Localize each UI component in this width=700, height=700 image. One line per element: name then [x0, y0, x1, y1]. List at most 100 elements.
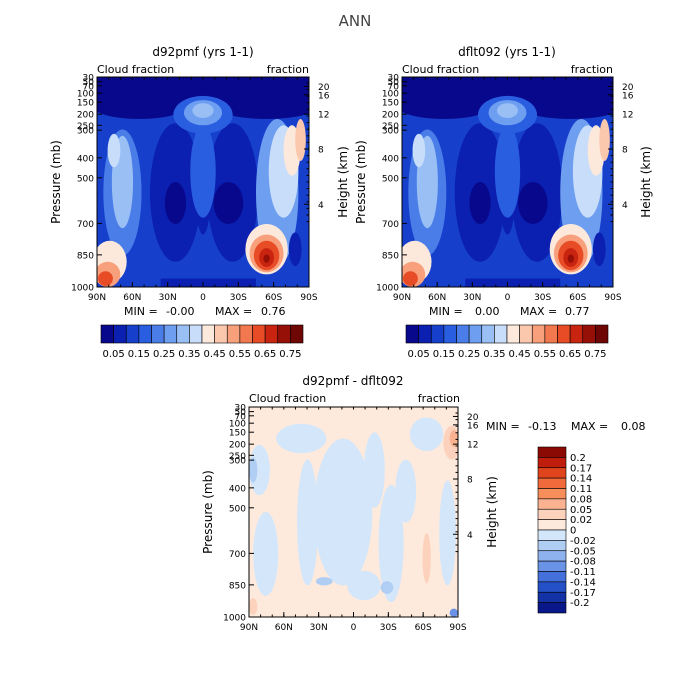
- y2-axis-label: Height (km): [485, 476, 499, 547]
- height-tick-label: 16: [467, 421, 479, 431]
- colorbar-label: -0.05: [570, 546, 596, 557]
- contour-plot: [402, 77, 613, 287]
- pressure-tick-label: 700: [382, 220, 399, 230]
- panel-difference: d92pmf - dflt092 Cloud fraction fraction…: [201, 374, 646, 633]
- pressure-tick-label: 500: [229, 504, 246, 514]
- pressure-tick-label: 50: [388, 78, 400, 88]
- colorbar-swatch: [537, 467, 567, 479]
- colorbar-swatch: [264, 324, 279, 344]
- colorbar-label: 0.15: [433, 349, 455, 360]
- colorbar-swatch: [537, 508, 567, 520]
- pressure-tick-label: 200: [229, 441, 246, 451]
- colorbar-swatch: [537, 519, 567, 531]
- height-tick-label: 20: [318, 83, 330, 93]
- colorbar-label: 0.35: [178, 349, 200, 360]
- colorbar-label: 0.02: [570, 515, 592, 526]
- pressure-tick-label: 300: [229, 457, 246, 467]
- colorbar-label: -0.02: [570, 536, 596, 547]
- colorbar-label: 0.08: [570, 494, 592, 505]
- colorbar-swatch: [537, 560, 567, 572]
- colorbar-swatch: [537, 529, 567, 541]
- colorbar-swatch: [214, 324, 228, 344]
- colorbar-label: 0.11: [570, 484, 592, 495]
- colorbar-swatch: [537, 446, 567, 458]
- tropical-anvil: [192, 103, 214, 118]
- height-tick-label: 12: [622, 111, 633, 121]
- height-tick-label: 20: [467, 413, 479, 423]
- colorbar-swatch: [468, 324, 483, 344]
- max-value: 0.08: [621, 420, 646, 433]
- colorbar-swatch: [537, 498, 567, 510]
- contour-band: [97, 93, 187, 119]
- contour-field: [402, 77, 613, 287]
- arctic-boundary-layer-cloud: [403, 271, 418, 286]
- latitude-tick-label: 60N: [123, 293, 141, 303]
- arctic-boundary-layer-cloud: [98, 271, 113, 286]
- colorbar-label: 0.55: [229, 349, 251, 360]
- latitude-tick-label: 0: [351, 623, 357, 633]
- contour-plot: [97, 77, 309, 287]
- colorbar-label: 0.2: [570, 453, 586, 464]
- contour-field: [249, 407, 458, 617]
- right-field-label: fraction: [418, 392, 460, 405]
- min-value: -0.13: [528, 420, 556, 433]
- contour-band: [215, 93, 309, 119]
- colorbar-label: 0.45: [203, 349, 225, 360]
- colorbar-swatch: [418, 324, 432, 344]
- height-tick-label: 12: [318, 111, 329, 121]
- pressure-tick-label: 500: [382, 174, 399, 184]
- pressure-tick-label: 400: [229, 484, 246, 494]
- y2-axis-label: Height (km): [336, 146, 350, 217]
- panel-title: dflt092 (yrs 1-1): [458, 45, 556, 59]
- height-tick-label: 20: [622, 83, 634, 93]
- figure-title: ANN: [339, 12, 372, 30]
- colorbar-swatch: [252, 324, 266, 344]
- panel-title: d92pmf - dflt092: [302, 374, 403, 388]
- contour-band: [107, 133, 121, 168]
- colorbar: 0.20.170.140.110.080.050.020-0.02-0.05-0…: [537, 446, 596, 614]
- pressure-tick-label: 250: [77, 122, 94, 132]
- height-tick-label: 16: [622, 91, 634, 101]
- colorbar-label: 0.25: [458, 349, 480, 360]
- colorbar-swatch: [113, 324, 127, 344]
- colorbar-swatch: [537, 602, 567, 614]
- colorbar-label: 0.55: [534, 349, 556, 360]
- colorbar-label: -0.17: [570, 588, 596, 599]
- latitude-tick-label: 90S: [604, 293, 621, 303]
- contour-band: [249, 457, 258, 483]
- colorbar-swatch: [537, 550, 567, 562]
- contour-band: [402, 93, 491, 119]
- colorbar-swatch: [537, 477, 567, 489]
- latitude-tick-label: 90S: [300, 293, 317, 303]
- height-tick-label: 8: [318, 146, 324, 156]
- positive-anomaly: [422, 533, 431, 584]
- colorbar-swatch: [430, 324, 445, 344]
- contour-plot: [249, 407, 458, 617]
- latitude-tick-label: 30N: [310, 623, 328, 633]
- height-tick-label: 4: [318, 201, 324, 211]
- latitude-tick-label: 30N: [159, 293, 177, 303]
- pressure-tick-label: 700: [77, 220, 94, 230]
- panel-d92pmf: d92pmf (yrs 1-1) Cloud fraction fraction…: [49, 45, 350, 360]
- colorbar-swatch: [239, 324, 253, 344]
- field-stats: MIN = -0.13 MAX = 0.08: [486, 420, 646, 433]
- negative-anomaly: [253, 512, 279, 596]
- pressure-tick-label: 850: [77, 251, 94, 261]
- colorbar-swatch: [277, 324, 291, 344]
- latitude-tick-label: 30S: [230, 293, 247, 303]
- pressure-tick-label: 1000: [376, 284, 399, 294]
- surface-band: [465, 278, 561, 287]
- right-field-label: fraction: [571, 63, 613, 76]
- min-label: MIN =: [486, 420, 520, 433]
- min-label: MIN =: [429, 305, 463, 318]
- colorbar-label: 0.05: [407, 349, 429, 360]
- negative-anomaly: [249, 444, 270, 496]
- pressure-tick-label: 30: [388, 74, 400, 84]
- height-tick-label: 4: [467, 531, 473, 541]
- colorbar-swatch: [456, 324, 470, 344]
- pressure-tick-label: 150: [229, 429, 246, 439]
- colorbar-swatch: [481, 324, 495, 344]
